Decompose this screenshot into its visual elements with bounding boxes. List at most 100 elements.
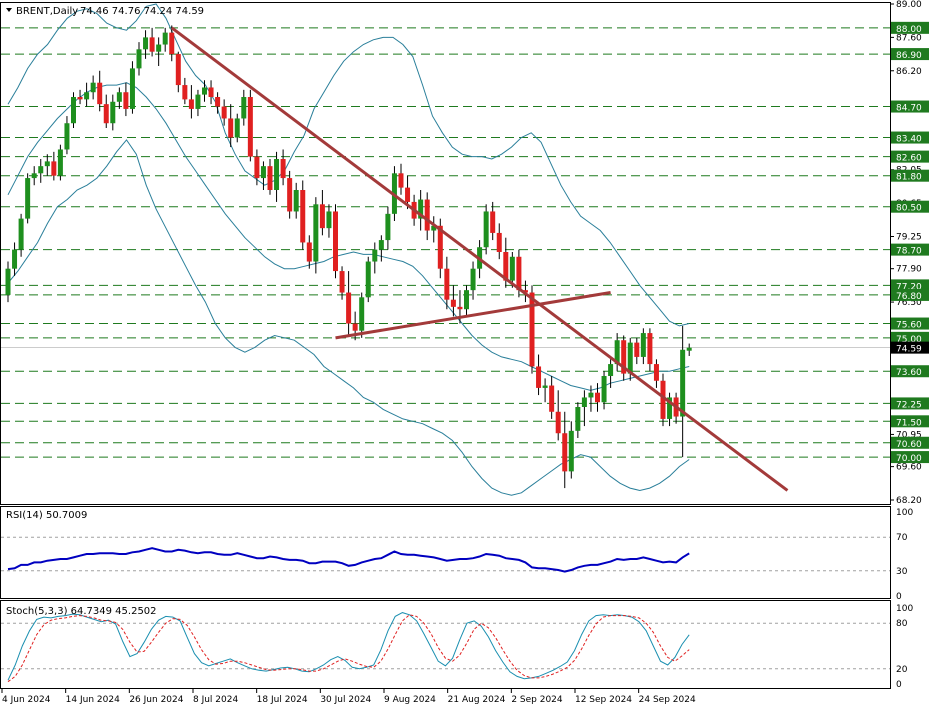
level-tag	[891, 365, 929, 378]
current-price-tag	[891, 341, 929, 354]
candle-body	[116, 92, 122, 102]
trendline	[335, 291, 611, 340]
candle-body	[680, 349, 686, 417]
candle-body	[306, 242, 312, 262]
candle-body	[496, 232, 502, 252]
level-tag-label: 81.80	[896, 173, 922, 183]
candle-body	[215, 97, 221, 107]
candle-body	[437, 225, 443, 269]
level-tag-label: 77.20	[896, 282, 922, 292]
level-tag-label: 72.25	[896, 400, 922, 410]
candle-body	[359, 297, 365, 331]
candle-body	[287, 178, 293, 212]
rsi-tick-label: 70	[896, 533, 908, 543]
candle-body	[634, 342, 640, 357]
candle-body	[555, 411, 561, 434]
time-tick-label: 2 Sep 2024	[511, 695, 563, 705]
level-tag-label: 84.70	[896, 104, 922, 114]
candle-body	[313, 204, 319, 262]
candle-body	[254, 156, 260, 179]
candle-body	[228, 118, 234, 138]
price-tick-label: 68.20	[896, 496, 922, 506]
candle-body	[195, 94, 201, 109]
level-tag-label: 82.60	[896, 154, 922, 164]
candle-body	[450, 299, 456, 307]
candle-body	[162, 32, 168, 45]
candle-body	[38, 166, 44, 174]
candle-body	[667, 397, 673, 419]
menu-triangle-icon[interactable]	[6, 8, 12, 12]
level-tag-label: 75.00	[896, 335, 922, 345]
level-tag	[891, 279, 929, 292]
candle-body	[339, 271, 345, 293]
candle-body	[57, 149, 63, 176]
stoch-main-line	[7, 612, 690, 681]
candle-body	[260, 166, 266, 179]
candle-body	[143, 37, 149, 50]
level-tag	[891, 169, 929, 182]
level-tag	[891, 243, 929, 256]
stoch-label: Stoch(5,3,3) 64.7349 45.2502	[6, 606, 157, 617]
candle-body	[588, 392, 594, 398]
candle-body	[103, 104, 109, 124]
current-price-label: 74.59	[896, 345, 922, 355]
candle-body	[319, 204, 325, 229]
candle-body	[529, 292, 535, 367]
candle-body	[444, 268, 450, 300]
candle-body	[64, 123, 70, 150]
level-tag	[891, 451, 929, 464]
candle-body	[424, 199, 430, 231]
time-axis: 4 Jun 2024 14 Jun 2024 26 Jun 2024 8 Jul 20…	[1, 689, 696, 705]
rsi-label: RSI(14) 50.7009	[6, 510, 87, 521]
time-tick-label: 4 Jun 2024	[2, 695, 51, 705]
time-tick-label: 8 Jul 2024	[193, 695, 238, 705]
candle-body	[188, 99, 194, 109]
stochastic-indicator: 100 80 20 0	[1, 604, 913, 690]
bollinger-upper-line	[7, 3, 690, 327]
ohlc-label: 74.46 74.76 74.24 74.59	[80, 6, 204, 17]
time-tick-label: 30 Jul 2024	[320, 695, 371, 705]
candle-body	[522, 290, 528, 293]
level-tag-label: 75.60	[896, 321, 922, 331]
candle-body	[129, 68, 135, 109]
level-tag	[891, 436, 929, 449]
time-tick-label: 14 Jun 2024	[66, 695, 120, 705]
candle-body	[536, 366, 542, 388]
candle-body	[280, 159, 286, 179]
price-axis: 89.0087.6086.2084.7083.4082.0580.6579.25…	[890, 0, 929, 506]
candle-body	[71, 97, 76, 124]
level-tag-label: 70.60	[896, 440, 922, 450]
candle-body	[640, 333, 646, 357]
time-tick-label: 9 Aug 2024	[384, 695, 436, 705]
candle-body	[378, 240, 384, 250]
price-tick-label: 69.60	[896, 463, 922, 473]
level-tag	[891, 48, 929, 61]
trendline	[170, 26, 789, 492]
stoch-tick-label: 80	[896, 619, 908, 629]
level-tag	[891, 150, 929, 163]
candle-body	[97, 82, 103, 105]
level-tag-label: 80.50	[896, 204, 922, 214]
candle-body	[202, 87, 207, 95]
candle-body	[333, 211, 338, 272]
price-tick-label: 76.50	[896, 298, 922, 308]
level-tag-label: 71.50	[896, 418, 922, 428]
candle-body	[627, 342, 633, 374]
candle-body	[398, 173, 404, 188]
level-tag	[891, 415, 929, 428]
candle-body	[182, 85, 188, 100]
candle-body	[5, 268, 11, 295]
price-tick-label: 87.60	[896, 33, 922, 43]
price-tick-label: 89.00	[896, 0, 922, 10]
trendlines	[170, 26, 789, 492]
candle-body	[326, 211, 332, 229]
candle-body	[464, 290, 469, 310]
candle-body	[31, 173, 37, 179]
candle-body	[542, 385, 548, 388]
candle-body	[483, 211, 489, 248]
candle-body	[614, 340, 620, 365]
candle-body	[686, 347, 692, 351]
price-tick-label: 86.20	[896, 67, 922, 77]
candle-body	[346, 292, 352, 324]
